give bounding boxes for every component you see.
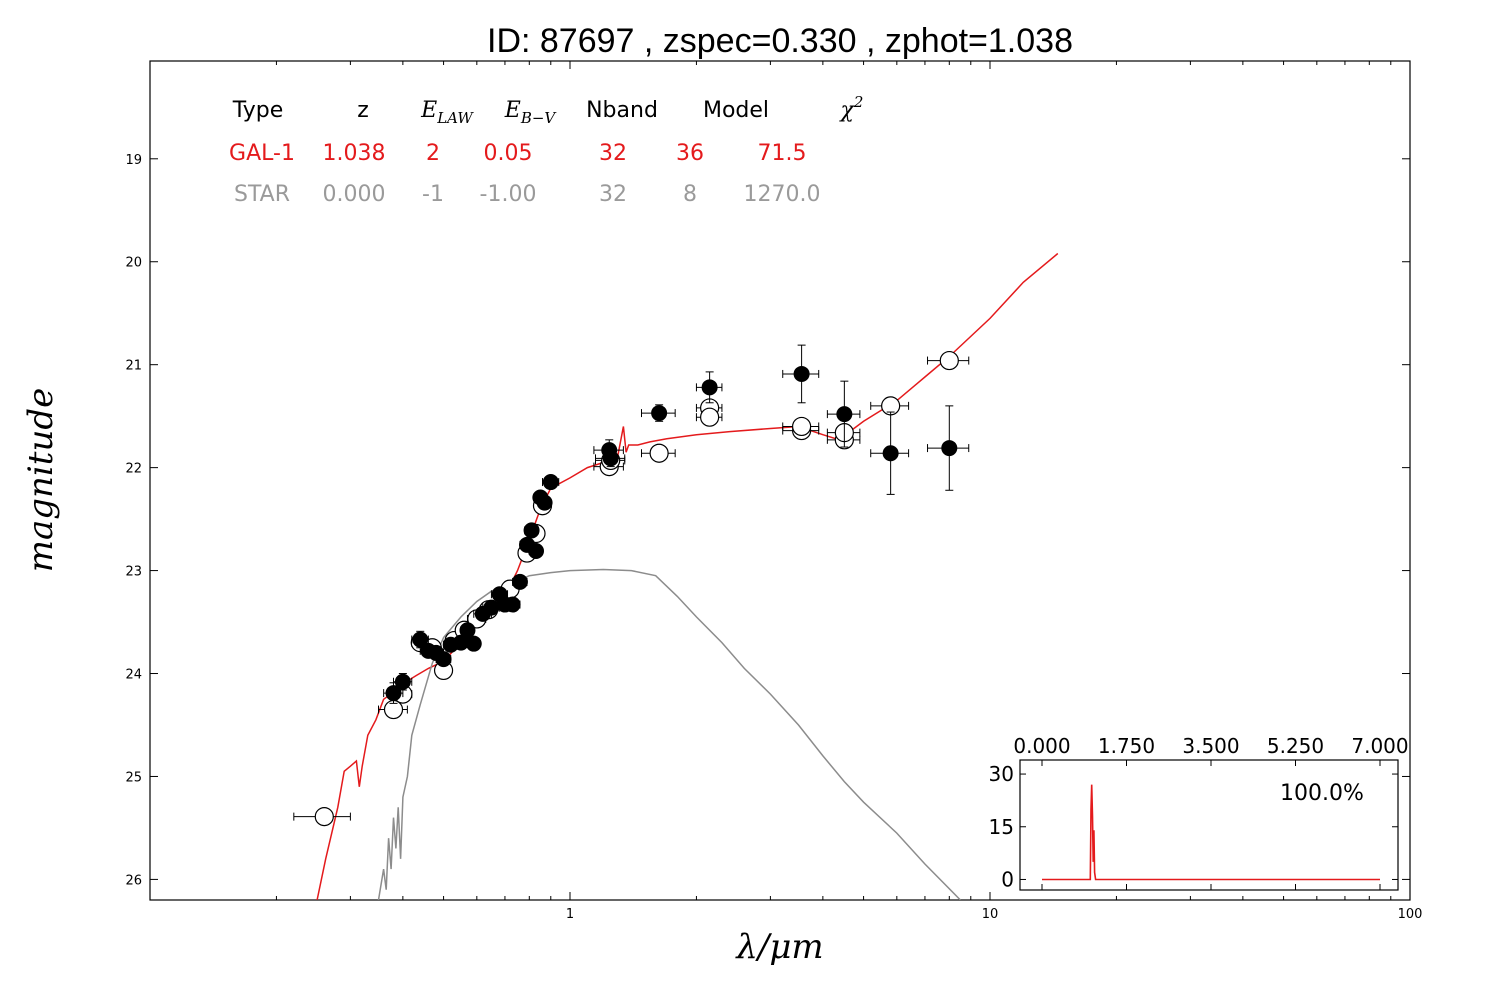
y-tick-label: 26: [125, 873, 142, 888]
inset-x-tick-label: 3.500: [1182, 734, 1239, 758]
table-header: Type: [232, 98, 284, 123]
observed-magnitude-point: [542, 474, 559, 491]
observed-magnitude-point: [882, 445, 899, 462]
galaxy-fit-cell: 36: [676, 141, 704, 166]
y-tick-label: 20: [125, 256, 142, 271]
observed-magnitude-point: [523, 522, 540, 539]
galaxy-fit-cell: 2: [426, 141, 440, 166]
model-magnitude-point: [792, 416, 812, 437]
inset-y-tick-label: 0: [1001, 867, 1014, 891]
star-fit-cell: STAR: [234, 182, 290, 207]
observed-magnitude-point: [459, 622, 476, 639]
x-tick-label: 10: [982, 907, 999, 922]
y-tick-label: 23: [125, 565, 142, 580]
model-magnitude-point: [700, 407, 720, 427]
inset-x-tick-label: 1.750: [1098, 734, 1155, 758]
observed-magnitude-point: [836, 406, 853, 423]
chart-title: ID: 87697 , zspec=0.330 , zphot=1.038: [487, 22, 1073, 60]
y-tick-label: 24: [125, 668, 142, 683]
redshift-pdf-inset: 0.000 1.750 3.500 5.250 7.000 0 15 30 100.0%: [989, 734, 1409, 891]
galaxy-fit-cell: 32: [599, 141, 627, 166]
inset-x-tick-label: 5.250: [1267, 734, 1324, 758]
y-tick-label: 22: [125, 462, 142, 477]
x-tick-label: 100: [1398, 907, 1423, 922]
y-tick-label: 25: [125, 770, 142, 785]
star-fit-cell: 8: [683, 182, 697, 207]
observed-magnitude-point: [941, 440, 958, 457]
table-header: Nband: [586, 98, 658, 123]
inset-x-tick-label: 7.000: [1351, 734, 1408, 758]
inset-y-tick-label: 15: [989, 815, 1014, 839]
galaxy-template-curve: [316, 252, 1059, 900]
star-fit-cell: 0.000: [323, 182, 386, 207]
y-tick-label: 19: [125, 153, 142, 168]
fit-table: Type z ELAW EB−V Nband Model χ2 GAL-1 1.038 2 0.05…: [229, 93, 863, 207]
galaxy-fit-cell: 1.038: [323, 141, 386, 166]
redshift-pdf-line: [1042, 784, 1380, 881]
x-axis-label: λ/μm: [734, 927, 823, 967]
y-tick-label: 21: [125, 359, 142, 374]
photometry-points: [293, 344, 970, 827]
table-header: ELAW: [420, 98, 474, 127]
galaxy-fit-cell: 0.05: [484, 141, 533, 166]
observed-magnitude-point: [602, 450, 619, 467]
star-fit-cell: 32: [599, 182, 627, 207]
model-curves: [316, 252, 1059, 900]
observed-magnitude-point: [793, 365, 810, 382]
observed-magnitude-point: [511, 573, 528, 590]
observed-magnitude-point: [701, 379, 718, 396]
table-header: z: [357, 98, 369, 123]
star-fit-cell: -1: [422, 182, 444, 207]
observed-magnitude-point: [465, 635, 482, 652]
table-header: Model: [703, 98, 769, 123]
observed-magnitude-point: [435, 651, 452, 668]
table-header: EB−V: [504, 98, 558, 127]
inset-x-tick-label: 0.000: [1013, 734, 1070, 758]
observed-magnitude-point: [528, 543, 545, 560]
model-magnitude-point: [314, 807, 334, 827]
star-template-curve: [377, 568, 961, 900]
observed-magnitude-point: [651, 405, 668, 422]
observed-magnitude-point: [536, 494, 553, 511]
galaxy-fit-cell: 71.5: [758, 141, 807, 166]
star-fit-cell: 1270.0: [744, 182, 821, 207]
plot-frame: [149, 60, 1411, 901]
inset-probability-label: 100.0%: [1280, 781, 1364, 806]
x-tick-label: 1: [566, 907, 574, 922]
observed-magnitude-point: [504, 596, 521, 613]
y-axis-label: magnitude: [21, 388, 61, 573]
galaxy-fit-cell: GAL-1: [229, 141, 295, 166]
table-header: χ2: [839, 93, 864, 123]
star-fit-cell: -1.00: [480, 182, 537, 207]
model-magnitude-point: [649, 443, 669, 463]
inset-axes: 0.000 1.750 3.500 5.250 7.000 0 15 30: [989, 734, 1409, 891]
observed-magnitude-point: [394, 673, 411, 690]
inset-y-tick-label: 30: [989, 762, 1014, 786]
model-magnitude-point: [939, 350, 959, 371]
inset-pdf-curve: [1042, 784, 1380, 881]
inset-frame: [1019, 759, 1399, 891]
